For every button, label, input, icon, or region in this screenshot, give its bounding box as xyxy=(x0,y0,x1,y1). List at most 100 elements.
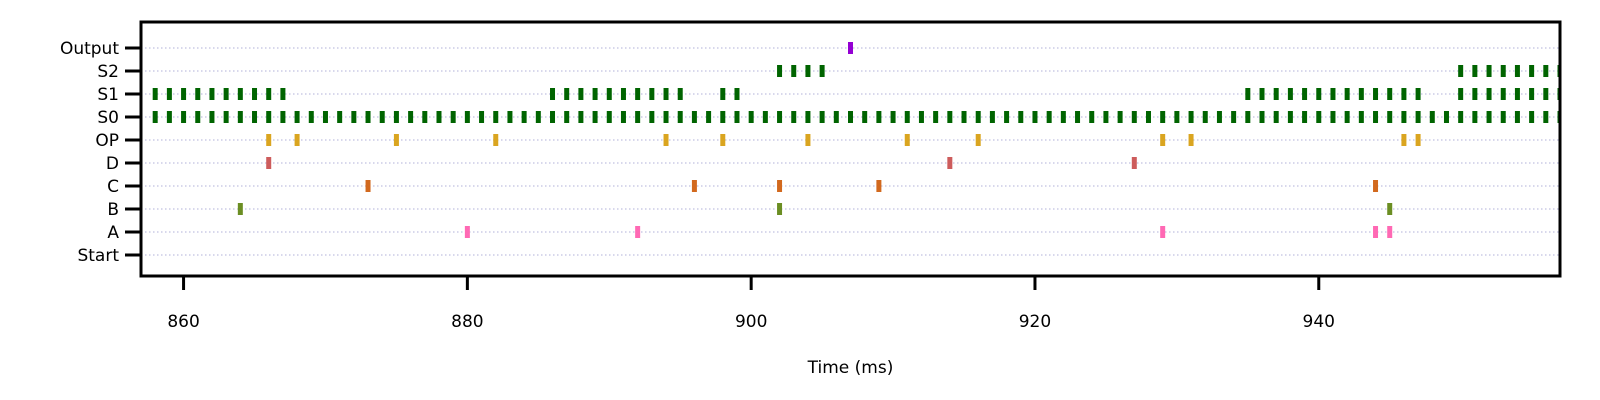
spike-mark xyxy=(1472,88,1478,100)
spike-mark xyxy=(393,111,399,123)
spike-mark xyxy=(464,111,470,123)
spike-mark xyxy=(1543,111,1549,123)
spike-mark xyxy=(1500,65,1506,77)
spike-mark xyxy=(975,134,981,146)
spike-mark xyxy=(819,65,825,77)
spike-mark xyxy=(365,180,371,192)
spike-mark xyxy=(1373,180,1379,192)
spike-mark xyxy=(1529,111,1535,123)
spike-mark xyxy=(805,111,811,123)
spike-mark xyxy=(961,111,967,123)
spike-mark xyxy=(1373,88,1379,100)
spike-mark xyxy=(322,111,328,123)
spike-mark xyxy=(1387,226,1393,238)
spike-mark xyxy=(1202,111,1208,123)
spike-mark xyxy=(1358,111,1364,123)
spike-mark xyxy=(620,88,626,100)
spike-mark xyxy=(1401,111,1407,123)
spike-mark xyxy=(1415,88,1421,100)
spike-mark xyxy=(308,111,314,123)
spike-mark xyxy=(1188,134,1194,146)
y-tick-label: B xyxy=(107,200,119,220)
spike-mark xyxy=(1472,111,1478,123)
spike-mark xyxy=(479,111,485,123)
spike-mark xyxy=(535,111,541,123)
spike-mark xyxy=(1316,88,1322,100)
spike-mark xyxy=(1458,88,1464,100)
spike-mark xyxy=(1117,111,1123,123)
spike-mark xyxy=(294,134,300,146)
spike-mark xyxy=(1529,88,1535,100)
spike-mark xyxy=(663,111,669,123)
spike-mark xyxy=(550,111,556,123)
spike-mark xyxy=(578,88,584,100)
spike-mark xyxy=(337,111,343,123)
spike-mark xyxy=(266,111,272,123)
spike-mark xyxy=(975,111,981,123)
spike-mark xyxy=(904,134,910,146)
spike-mark xyxy=(663,88,669,100)
spike-mark xyxy=(280,111,286,123)
x-tick-label: 880 xyxy=(451,312,483,332)
spike-mark xyxy=(1486,111,1492,123)
plot-frame xyxy=(139,20,1562,278)
spike-mark xyxy=(550,88,556,100)
spike-mark xyxy=(1032,111,1038,123)
spike-mark xyxy=(195,88,201,100)
spike-mark xyxy=(791,111,797,123)
spike-mark xyxy=(564,111,570,123)
grid-lines xyxy=(141,47,1560,256)
spike-mark xyxy=(266,134,272,146)
spike-mark xyxy=(1472,65,1478,77)
spike-mark xyxy=(819,111,825,123)
spike-mark xyxy=(663,134,669,146)
spike-mark xyxy=(691,111,697,123)
spike-mark xyxy=(1458,65,1464,77)
spike-mark xyxy=(365,111,371,123)
y-tick-label: A xyxy=(107,223,119,243)
spike-mark xyxy=(1316,111,1322,123)
spike-mark xyxy=(181,88,187,100)
spike-mark xyxy=(933,111,939,123)
spike-mark xyxy=(862,111,868,123)
x-axis: 860 880 900 920 940 xyxy=(167,276,1335,332)
spike-mark xyxy=(777,180,783,192)
spike-mark xyxy=(1131,157,1137,169)
spike-mark xyxy=(1373,226,1379,238)
spike-mark xyxy=(266,88,272,100)
spike-mark xyxy=(876,180,882,192)
spike-mark xyxy=(691,180,697,192)
spike-mark xyxy=(1415,111,1421,123)
x-tick-label: 940 xyxy=(1303,312,1335,332)
spike-mark xyxy=(1287,111,1293,123)
spike-mark xyxy=(393,134,399,146)
spike-mark xyxy=(592,111,598,123)
spike-mark xyxy=(1060,111,1066,123)
spike-mark xyxy=(1486,88,1492,100)
spike-mark xyxy=(1387,111,1393,123)
y-tick-label: D xyxy=(106,154,119,174)
spike-mark xyxy=(237,88,243,100)
spike-mark xyxy=(1443,111,1449,123)
spike-mark xyxy=(706,111,712,123)
spike-mark xyxy=(1089,111,1095,123)
spike-mark xyxy=(1458,111,1464,123)
spike-mark xyxy=(1287,88,1293,100)
spike-mark xyxy=(1514,111,1520,123)
spike-mark xyxy=(805,134,811,146)
spike-mark xyxy=(1245,111,1251,123)
spike-mark xyxy=(223,111,229,123)
spike-mark xyxy=(1486,65,1492,77)
spike-mark xyxy=(1344,111,1350,123)
spike-mark xyxy=(592,88,598,100)
spike-mark xyxy=(209,88,215,100)
spike-mark xyxy=(181,111,187,123)
spike-mark xyxy=(989,111,995,123)
spike-mark xyxy=(1514,65,1520,77)
spike-mark xyxy=(1103,111,1109,123)
spike-mark xyxy=(734,88,740,100)
spike-mark xyxy=(1330,111,1336,123)
y-tick-label: OP xyxy=(95,131,119,151)
y-tick-label: Output xyxy=(60,39,119,59)
